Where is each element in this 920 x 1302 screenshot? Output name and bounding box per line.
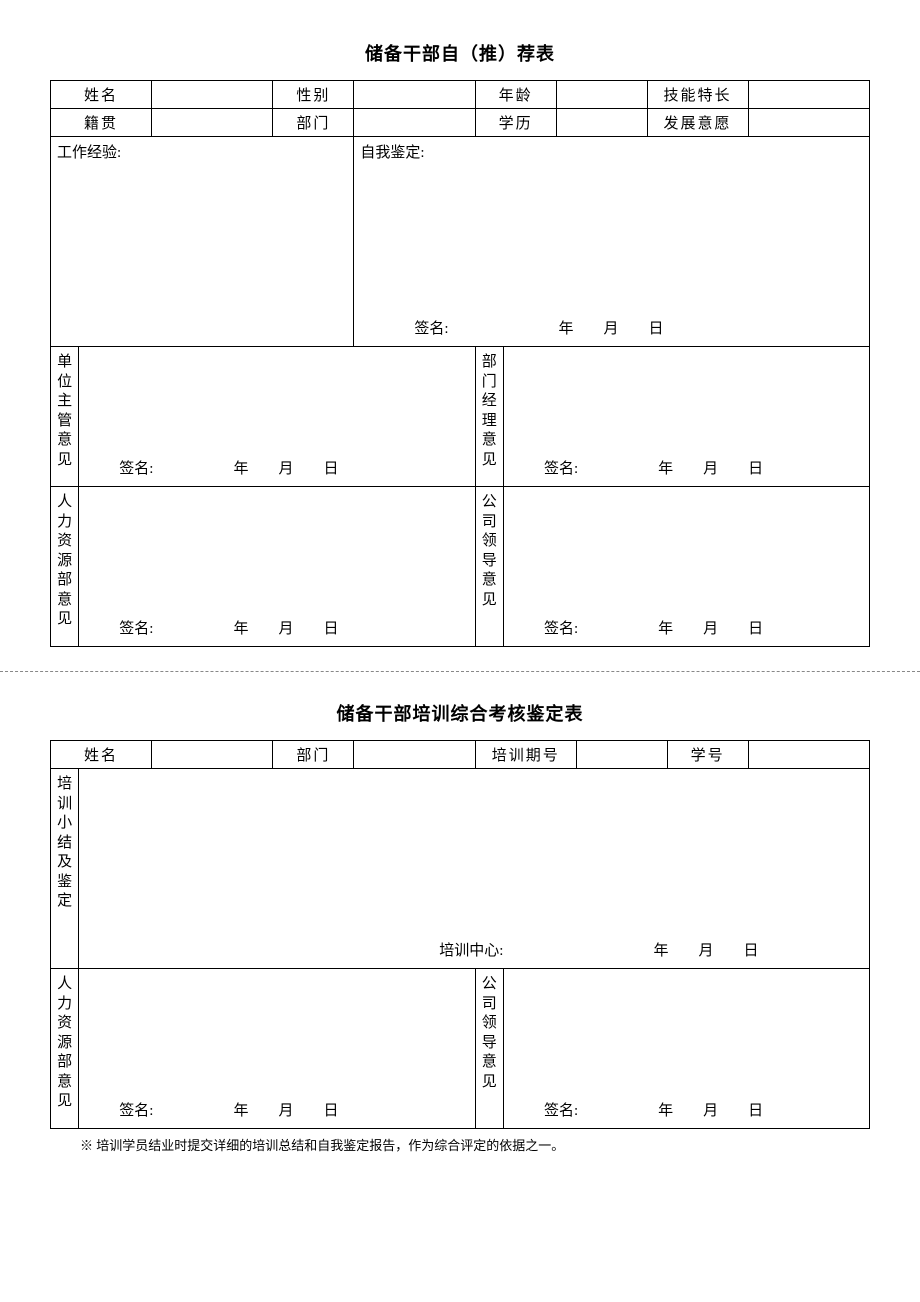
sigline-training-center: 培训中心:年月日 — [79, 939, 869, 960]
footnote: ※ 培训学员结业时提交详细的培训总结和自我鉴定报告，作为综合评定的依据之一。 — [50, 1129, 870, 1154]
field-origin[interactable] — [152, 109, 273, 137]
cell2-leader[interactable]: 签名:年月日 — [503, 969, 869, 1129]
sigline-hr: 签名:年月日 — [79, 617, 474, 638]
vlabel-hr: 人力资源部意见 — [51, 487, 79, 647]
label-skill: 技能特长 — [647, 81, 748, 109]
label2-name: 姓名 — [51, 741, 152, 769]
sigline-leader: 签名:年月日 — [504, 617, 869, 638]
field-gender[interactable] — [354, 81, 475, 109]
label2-dept: 部门 — [273, 741, 354, 769]
cell-work-exp[interactable]: 工作经验: — [51, 137, 354, 347]
cell-summary[interactable]: 培训中心:年月日 — [79, 769, 870, 969]
cell-self-assess[interactable]: 自我鉴定: 签名:年月日 — [354, 137, 870, 347]
field2-dept[interactable] — [354, 741, 475, 769]
vlabel-summary: 培训小结及鉴定 — [51, 769, 79, 969]
field-wish[interactable] — [748, 109, 869, 137]
cell-leader[interactable]: 签名:年月日 — [503, 487, 869, 647]
vlabel2-leader: 公司领导意见 — [475, 969, 503, 1129]
field2-name[interactable] — [152, 741, 273, 769]
sigline-unit-mgr: 签名:年月日 — [79, 457, 474, 478]
vlabel-leader: 公司领导意见 — [475, 487, 503, 647]
label-edu: 学历 — [475, 109, 556, 137]
label-origin: 籍贯 — [51, 109, 152, 137]
form1-table: 姓名 性别 年龄 技能特长 籍贯 部门 学历 发展意愿 工作经验: 自我鉴定: … — [50, 80, 870, 647]
label-age: 年龄 — [475, 81, 556, 109]
cell-dept-mgr[interactable]: 签名:年月日 — [503, 347, 869, 487]
label-self-assess: 自我鉴定: — [360, 141, 424, 162]
field-age[interactable] — [556, 81, 647, 109]
cell-hr[interactable]: 签名:年月日 — [79, 487, 475, 647]
label-gender: 性别 — [273, 81, 354, 109]
sigline-self: 签名:年月日 — [354, 317, 869, 338]
form1-title: 储备干部自（推）荐表 — [50, 40, 870, 66]
field2-term[interactable] — [576, 741, 667, 769]
sigline2-hr: 签名:年月日 — [79, 1099, 474, 1120]
label2-sid: 学号 — [667, 741, 748, 769]
field-dept[interactable] — [354, 109, 475, 137]
field-edu[interactable] — [556, 109, 647, 137]
label-work-exp: 工作经验: — [57, 141, 121, 162]
sigline-dept-mgr: 签名:年月日 — [504, 457, 869, 478]
label-wish: 发展意愿 — [647, 109, 748, 137]
cut-line — [0, 671, 920, 672]
vlabel2-hr: 人力资源部意见 — [51, 969, 79, 1129]
sigline2-leader: 签名:年月日 — [504, 1099, 869, 1120]
label2-term: 培训期号 — [475, 741, 576, 769]
vlabel-dept-mgr: 部门经理意见 — [475, 347, 503, 487]
label-dept: 部门 — [273, 109, 354, 137]
vlabel-unit-mgr: 单位主管意见 — [51, 347, 79, 487]
cell2-hr[interactable]: 签名:年月日 — [79, 969, 475, 1129]
form2-table: 姓名 部门 培训期号 学号 培训小结及鉴定 培训中心:年月日 人力资源部意见 签… — [50, 740, 870, 1129]
field-name[interactable] — [152, 81, 273, 109]
field-skill[interactable] — [748, 81, 869, 109]
label-name: 姓名 — [51, 81, 152, 109]
form2-title: 储备干部培训综合考核鉴定表 — [50, 700, 870, 726]
field2-sid[interactable] — [748, 741, 869, 769]
cell-unit-mgr[interactable]: 签名:年月日 — [79, 347, 475, 487]
